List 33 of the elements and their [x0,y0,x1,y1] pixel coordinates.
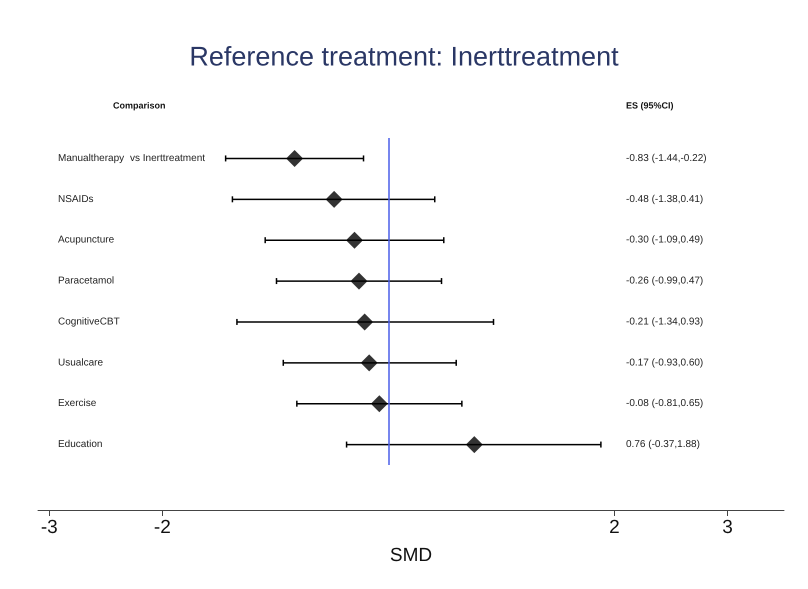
point [360,354,378,372]
point [370,395,388,412]
annotation: -0.83 (-1.44,-0.22) [626,152,707,164]
x-tick-label: -2 [154,517,171,538]
y-tick-label: NSAIDs [58,194,94,205]
annotation: 0.76 (-0.37,1.88) [626,439,700,450]
point [350,272,368,290]
annotation: -0.30 (-1.09,0.49) [626,234,704,246]
point [286,150,304,167]
annotation: -0.17 (-0.93,0.60) [626,357,704,368]
y-tick-label: Education [58,439,102,450]
annotation: -0.26 (-0.99,0.47) [626,276,704,287]
x-tick-label: -3 [40,517,58,538]
y-tick-label: Usualcare [58,357,104,368]
x-axis-title: SMD [390,545,432,566]
y-tick-label: Manualtherapy [58,152,124,164]
text: Comparison [113,100,166,110]
point [356,313,374,330]
y-tick-label: Exercise [58,398,97,410]
x-tick-label: 3 [722,517,733,538]
chart-title: Reference treatment: Inerttreatment [189,42,620,72]
point [346,232,363,249]
annotation: -0.48 (-1.38,0.41) [626,194,704,205]
annotation: -0.08 (-0.81,0.65) [626,398,704,410]
y-tick-label: CognitiveCBT [58,316,120,328]
x-tick-label: 2 [609,517,620,538]
point [466,436,483,454]
point [326,190,343,208]
annotation: -0.21 (-1.34,0.93) [626,316,704,328]
y-tick-label: Acupuncture [58,234,115,246]
y-tick-label: Paracetamol [58,276,114,287]
text: ES (95%CI) [626,100,674,110]
annotation: vs Inerttreatment [130,152,206,164]
